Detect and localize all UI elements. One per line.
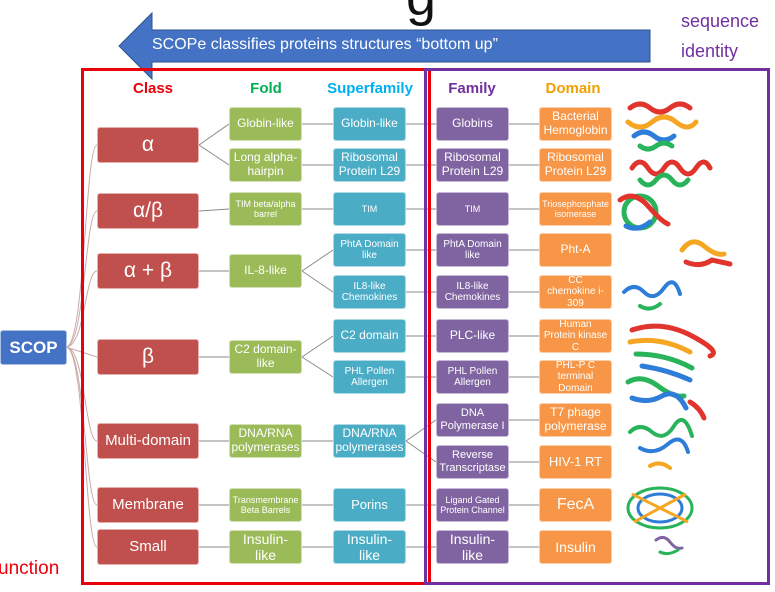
fold-node: Insulin-like bbox=[229, 530, 302, 564]
protein-structure-image bbox=[625, 376, 707, 421]
fold-superfamily-link bbox=[301, 356, 334, 378]
domain-node: Human Protein kinase C bbox=[539, 319, 612, 353]
superfamily-node: Porins bbox=[333, 488, 406, 522]
domain-node: T7 phage polymerase bbox=[539, 403, 612, 437]
protein-structure-image bbox=[654, 535, 684, 556]
header-family: Family bbox=[448, 80, 496, 97]
scop-root-node: SCOP bbox=[0, 330, 67, 365]
fold-node: DNA/RNA polymerases bbox=[229, 424, 302, 458]
domain-node: CC chemokine i-309 bbox=[539, 275, 612, 309]
class-node-alpha-beta: α/β bbox=[97, 193, 199, 229]
class-node-alpha: α bbox=[97, 127, 199, 163]
family-node: Insulin-like bbox=[436, 530, 509, 564]
domain-node: Bacterial Hemoglobin bbox=[539, 107, 612, 141]
class-node-beta: β bbox=[97, 339, 199, 375]
header-class: Class bbox=[132, 80, 174, 97]
superfamily-node: DNA/RNA polymerases bbox=[333, 424, 406, 458]
superfamily-node: C2 domain bbox=[333, 319, 406, 353]
fold-node: Globin-like bbox=[229, 107, 302, 141]
protein-structure-image bbox=[625, 101, 699, 152]
sequence-frame bbox=[424, 68, 770, 585]
protein-structure-image bbox=[629, 159, 713, 188]
family-node: PLC-like bbox=[436, 319, 509, 353]
header-domain: Domain bbox=[545, 80, 601, 97]
fold-superfamily-link bbox=[301, 270, 334, 293]
domain-node: Pht-A bbox=[539, 233, 612, 267]
root-class-link bbox=[65, 210, 98, 348]
fold-node: IL-8-like bbox=[229, 254, 302, 288]
root-class-link bbox=[65, 346, 98, 548]
protein-structure-image bbox=[679, 239, 733, 268]
family-node: PHL Pollen Allergen bbox=[436, 360, 509, 394]
family-node: Reverse Transcriptase bbox=[436, 445, 509, 479]
root-class-link bbox=[65, 270, 98, 348]
class-node-membrane: Membrane bbox=[97, 487, 199, 523]
domain-node: HIV-1 RT bbox=[539, 445, 612, 479]
family-node: TIM bbox=[436, 192, 509, 226]
superfamily-node: TIM bbox=[333, 192, 406, 226]
class-node-small: Small bbox=[97, 529, 199, 565]
arrow-label: SCOPe classifies proteins structures “bo… bbox=[152, 36, 498, 53]
class-fold-link bbox=[198, 208, 230, 212]
fold-node: Long alpha-hairpin bbox=[229, 148, 302, 182]
protein-structure-image bbox=[628, 417, 694, 470]
family-node: IL8-like Chemokines bbox=[436, 275, 509, 309]
protein-structure-image bbox=[622, 280, 682, 311]
family-node: Ribosomal Protein L29 bbox=[436, 148, 509, 182]
superfamily-family-link bbox=[405, 440, 437, 463]
superfamily-node: Insulin-like bbox=[333, 530, 406, 564]
structure-frame bbox=[81, 68, 431, 585]
domain-node: Insulin bbox=[539, 530, 612, 564]
class-node-multi-domain: Multi-domain bbox=[97, 423, 199, 459]
superfamily-family-link bbox=[405, 419, 437, 442]
fold-superfamily-link bbox=[301, 335, 334, 358]
protein-structure-image bbox=[626, 486, 694, 530]
class-fold-link bbox=[198, 144, 230, 166]
superfamily-node: PHL Pollen Allergen bbox=[333, 360, 406, 394]
superfamily-node: Globin-like bbox=[333, 107, 406, 141]
fold-node: TIM beta/alpha barrel bbox=[229, 192, 302, 226]
fold-node: C2 domain-like bbox=[229, 340, 302, 374]
domain-node: PHL-P C terminal Domain bbox=[539, 360, 612, 394]
family-node: DNA Polymerase I bbox=[436, 403, 509, 437]
domain-node: FecA bbox=[539, 488, 612, 522]
superfamily-node: PhtA Domain like bbox=[333, 233, 406, 267]
identity-label: identity bbox=[681, 41, 739, 61]
sequence-label: sequence bbox=[681, 11, 760, 31]
header-fold: Fold bbox=[250, 80, 282, 97]
superfamily-node: Ribosomal Protein L29 bbox=[333, 148, 406, 182]
fold-node: Transmembrane Beta Barrels bbox=[229, 488, 302, 522]
fold-superfamily-link bbox=[301, 249, 334, 272]
family-node: Ligand Gated Protein Channel bbox=[436, 488, 509, 522]
protein-structure-image bbox=[617, 193, 671, 231]
superfamily-node: IL8-like Chemokines bbox=[333, 275, 406, 309]
header-superfamily: Superfamily bbox=[327, 80, 413, 97]
root-class-link bbox=[65, 346, 98, 442]
title-fragment: g bbox=[406, 0, 436, 28]
family-node: Globins bbox=[436, 107, 509, 141]
root-class-link bbox=[65, 144, 98, 348]
family-node: PhtA Domain like bbox=[436, 233, 509, 267]
domain-node: Triosephosphate isomerase bbox=[539, 192, 612, 226]
function-label: unction bbox=[0, 558, 60, 579]
class-fold-link bbox=[198, 123, 230, 146]
protein-structure-image bbox=[627, 323, 716, 383]
domain-node: Ribosomal Protein L29 bbox=[539, 148, 612, 182]
class-node-alpha-plus-beta: α + β bbox=[97, 253, 199, 289]
